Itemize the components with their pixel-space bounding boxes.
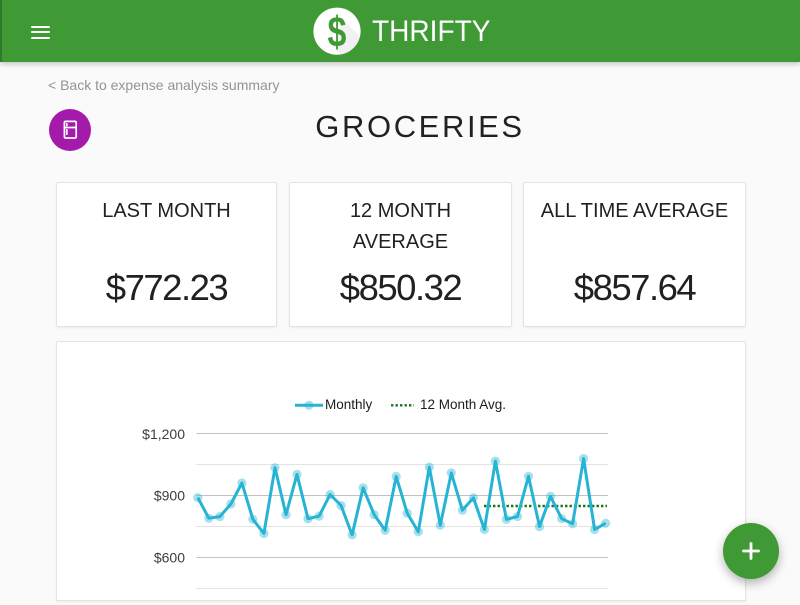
svg-text:$600: $600: [154, 550, 185, 566]
svg-text:$900: $900: [154, 488, 185, 504]
svg-text:Monthly: Monthly: [325, 397, 373, 412]
svg-text:$1,200: $1,200: [142, 426, 185, 442]
svg-text:$: $: [328, 9, 347, 55]
svg-text:12 Month Avg.: 12 Month Avg.: [420, 397, 506, 412]
